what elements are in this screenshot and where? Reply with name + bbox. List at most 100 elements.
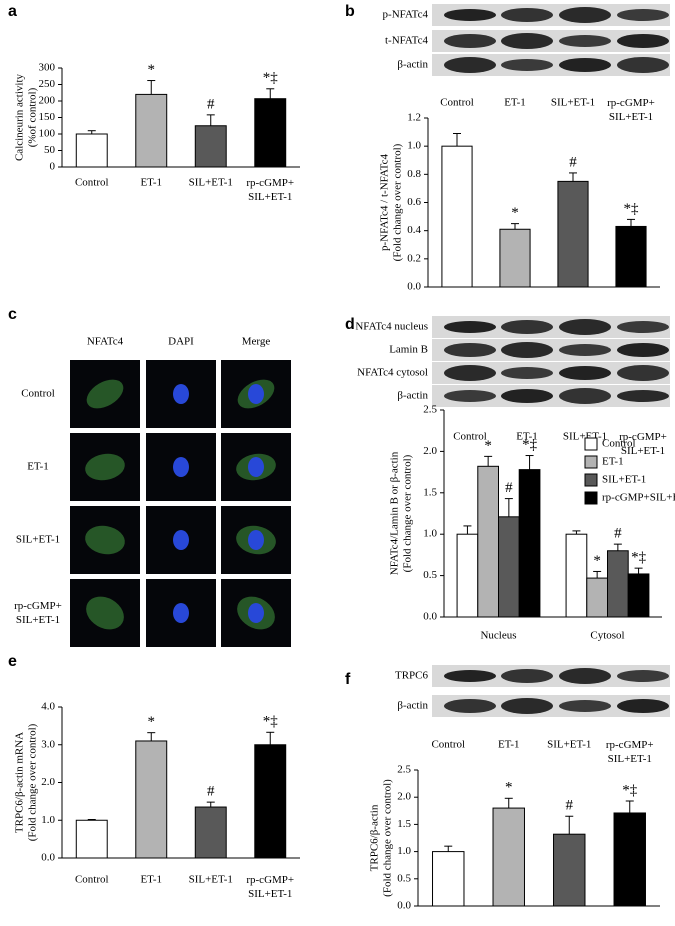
legend-swatch bbox=[584, 437, 598, 451]
bar bbox=[499, 228, 531, 288]
y-tick-label: 0.4 bbox=[407, 224, 421, 236]
lane-label: rp-cGMP+ SIL+ET-1 bbox=[619, 431, 667, 457]
panel-letter: f bbox=[345, 671, 351, 688]
significance-marker: * bbox=[593, 553, 601, 569]
blot-label: NFATc4 nucleus bbox=[355, 321, 428, 333]
panel-letter: d bbox=[345, 316, 355, 333]
blot-band bbox=[617, 365, 669, 381]
y-tick-label: 0.0 bbox=[423, 611, 437, 623]
blot-band bbox=[617, 390, 669, 402]
x-tick-label: SIL+ET-1 bbox=[189, 177, 233, 189]
blot-band bbox=[501, 342, 553, 358]
legend-label: Control bbox=[602, 438, 636, 450]
x-tick-label: Cytosol bbox=[590, 630, 624, 642]
blot-band bbox=[501, 33, 553, 49]
y-axis-label: (Fold change over control) bbox=[27, 723, 39, 841]
column-header: DAPI bbox=[168, 336, 194, 348]
y-axis-label: Calcineurin activity bbox=[14, 73, 26, 161]
blot-label: TRPC6 bbox=[395, 670, 429, 682]
bar bbox=[75, 819, 108, 859]
y-tick-label: 0.5 bbox=[423, 569, 437, 581]
blot-band bbox=[559, 388, 611, 404]
row-label: SIL+ET-1 bbox=[16, 534, 60, 546]
y-axis-label: (Fold change over control) bbox=[402, 454, 414, 572]
blot-band bbox=[617, 321, 669, 333]
significance-marker: * bbox=[148, 62, 156, 78]
blot-band bbox=[501, 320, 553, 334]
y-axis-label: (%of control) bbox=[27, 87, 39, 147]
y-axis-label: p-NFATc4 / t-NFATc4 bbox=[379, 153, 391, 251]
y-tick-label: 1.2 bbox=[407, 112, 421, 124]
y-tick-label: 2.0 bbox=[41, 776, 55, 788]
significance-marker: * bbox=[505, 780, 513, 796]
x-tick-label: SIL+ET-1 bbox=[547, 739, 591, 751]
bar bbox=[607, 550, 629, 618]
blot-label: β-actin bbox=[397, 59, 428, 71]
blot-band bbox=[444, 699, 496, 713]
significance-marker: # bbox=[207, 784, 215, 800]
blot-band bbox=[559, 7, 611, 23]
y-tick-label: 1.0 bbox=[41, 814, 55, 826]
blot-label: p-NFATc4 bbox=[383, 9, 429, 21]
bar bbox=[498, 516, 520, 618]
y-axis-label: (Fold change over control) bbox=[382, 779, 394, 897]
x-tick-label: SIL+ET-1 bbox=[551, 97, 595, 109]
blot-band bbox=[617, 670, 669, 682]
blot-band bbox=[559, 58, 611, 72]
x-tick-label: Nucleus bbox=[480, 630, 516, 642]
blot-band bbox=[444, 321, 496, 333]
y-tick-label: 2.0 bbox=[423, 445, 437, 457]
blot-band bbox=[559, 366, 611, 380]
legend-label: SIL+ET-1 bbox=[602, 474, 646, 486]
x-tick-label: Control bbox=[431, 739, 465, 751]
blot-band bbox=[501, 669, 553, 683]
blot-band bbox=[501, 389, 553, 403]
bar bbox=[492, 807, 525, 907]
column-header: Merge bbox=[242, 336, 271, 348]
lane-label: Control bbox=[453, 431, 487, 443]
x-tick-label: ET-1 bbox=[140, 177, 162, 189]
x-tick-label: ET-1 bbox=[498, 739, 520, 751]
blot-band bbox=[559, 668, 611, 684]
y-tick-label: 0.0 bbox=[397, 900, 411, 912]
panel-letter: c bbox=[8, 306, 17, 323]
blot-label: NFATc4 cytosol bbox=[357, 367, 428, 379]
blot-band bbox=[617, 34, 669, 48]
bar bbox=[254, 98, 287, 168]
blot-label: β-actin bbox=[397, 390, 428, 402]
significance-marker: *‡ bbox=[624, 201, 640, 217]
y-tick-label: 1.5 bbox=[423, 486, 437, 498]
y-tick-label: 100 bbox=[39, 128, 56, 140]
legend-swatch bbox=[584, 455, 598, 469]
cell-stain bbox=[85, 525, 125, 555]
blot-band bbox=[444, 670, 496, 682]
legend-label: rp-cGMP+SIL+ET-1 bbox=[602, 492, 675, 504]
row-label: Control bbox=[21, 388, 55, 400]
blot-band bbox=[501, 8, 553, 22]
y-tick-label: 4.0 bbox=[41, 701, 55, 713]
y-axis-label: (Fold change over control) bbox=[392, 143, 404, 261]
bar bbox=[432, 851, 465, 907]
y-axis-label: NFATc4/Lamin B or β-actin bbox=[389, 451, 401, 575]
bar bbox=[586, 577, 608, 618]
blot-band bbox=[617, 57, 669, 73]
significance-marker: *‡ bbox=[263, 714, 279, 730]
x-tick-label: ET-1 bbox=[504, 97, 526, 109]
blot-band bbox=[617, 9, 669, 21]
cell-stain bbox=[86, 596, 124, 630]
bar bbox=[518, 469, 541, 618]
significance-marker: # bbox=[207, 96, 215, 112]
significance-marker: *‡ bbox=[622, 782, 638, 798]
bar bbox=[75, 133, 108, 168]
significance-marker: # bbox=[614, 526, 622, 542]
blot-band bbox=[559, 319, 611, 335]
legend-swatch bbox=[584, 473, 598, 487]
x-tick-label: rp-cGMP+ SIL+ET-1 bbox=[606, 739, 654, 765]
bar bbox=[456, 533, 479, 618]
nucleus-stain bbox=[173, 530, 189, 550]
blot-band bbox=[559, 35, 611, 47]
y-tick-label: 0.0 bbox=[41, 852, 55, 864]
bar bbox=[557, 180, 589, 288]
y-tick-label: 50 bbox=[44, 144, 56, 156]
